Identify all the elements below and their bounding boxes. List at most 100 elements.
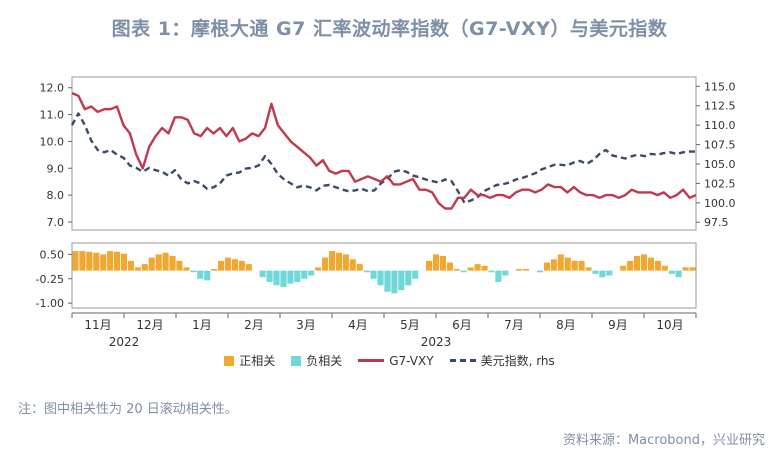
positive-corr-bar: [100, 254, 107, 271]
legend-label-dxy: 美元指数, rhs: [480, 354, 555, 368]
positive-corr-bar: [176, 260, 183, 271]
legend-item-pos: 正相关: [224, 352, 275, 369]
negative-corr-bar: [197, 270, 204, 279]
left-tick-label: 12.0: [40, 82, 65, 95]
top-panel-frame: [71, 76, 697, 231]
vxy-series-line: [71, 91, 697, 210]
positive-corr-bar: [426, 260, 433, 271]
x-month-label: 8月: [556, 318, 576, 332]
x-year-label: 2022: [109, 335, 140, 349]
positive-corr-bar: [238, 260, 245, 271]
positive-corr-bar: [245, 264, 252, 271]
positive-corr-bar: [211, 269, 218, 271]
bottom-plot-border: [71, 242, 697, 309]
negative-corr-bar: [412, 270, 419, 279]
positive-corr-bar: [550, 259, 557, 271]
positive-corr-bar: [682, 267, 689, 271]
x-month-label: 2月: [244, 318, 264, 332]
negative-corr-bar: [370, 270, 377, 279]
legend-item-neg: 负相关: [291, 352, 342, 369]
positive-corr-bar: [571, 260, 578, 271]
positive-corr-bar: [620, 265, 627, 271]
right-tick-label: 112.5: [704, 100, 736, 113]
x-year-label: 2023: [421, 335, 452, 349]
negative-corr-bar: [675, 270, 682, 278]
solid-line-icon: [358, 359, 385, 362]
positive-corr-bar: [93, 252, 100, 271]
top-plot-border: [71, 76, 697, 231]
x-month-label: 7月: [504, 318, 524, 332]
dxy-series-line: [70, 112, 696, 205]
positive-corr-bar: [557, 254, 564, 271]
negative-corr-bar: [668, 270, 675, 274]
correlation-bars: [72, 251, 696, 294]
positive-corr-bar: [224, 257, 232, 271]
left-tick-label: 7.0: [47, 216, 65, 229]
positive-corr-bar: [564, 257, 571, 271]
right-tick-label: 107.5: [704, 139, 736, 152]
left-tick-label: 9.0: [47, 162, 65, 175]
x-month-label: 9月: [608, 318, 628, 332]
negative-corr-bar: [273, 270, 280, 286]
x-month-label: 11月: [84, 318, 111, 332]
positive-corr-bar: [439, 256, 446, 271]
negative-corr-bar: [377, 270, 384, 286]
negative-corr-bar: [287, 270, 294, 284]
positive-corr-bar: [162, 252, 169, 271]
positive-corr-bar: [467, 267, 474, 271]
negative-corr-bar: [266, 270, 273, 282]
positive-corr-bar: [107, 251, 114, 271]
negative-corr-bar: [204, 270, 211, 281]
negative-corr-bar: [599, 270, 606, 278]
positive-corr-bar: [640, 254, 648, 271]
positive-corr-bar: [183, 267, 190, 271]
positive-corr-bar: [578, 260, 585, 271]
right-tick-label: 102.5: [704, 177, 736, 190]
positive-corr-bar: [169, 256, 176, 271]
right-tick-label: 115.0: [704, 80, 736, 93]
positive-corr-bar: [342, 254, 349, 271]
positive-corr-bar: [86, 251, 93, 271]
positive-corr-bar: [661, 265, 668, 271]
negative-corr-bar: [606, 270, 613, 276]
corr-tick-label: -1.00: [36, 297, 64, 310]
positive-corr-bar: [141, 264, 148, 271]
corr-tick-label: 0.50: [40, 248, 65, 261]
x-month-label: 12月: [136, 318, 163, 332]
positive-corr-bar: [79, 251, 86, 271]
positive-corr-bar: [634, 256, 641, 271]
left-tick-label: 11.0: [40, 109, 65, 122]
positive-corr-bar: [453, 269, 460, 271]
negative-corr-bar: [536, 270, 544, 273]
positive-corr-bar: [446, 262, 453, 271]
x-month-label: 1月: [192, 318, 212, 332]
positive-corr-bar: [155, 254, 162, 271]
legend-item-dxy: 美元指数, rhs: [449, 352, 555, 369]
negative-corr-bar: [308, 270, 315, 276]
right-tick-label: 105.0: [704, 158, 736, 171]
positive-corr-bar: [120, 253, 128, 271]
x-month-label: 5月: [400, 318, 420, 332]
positive-corr-bar: [356, 264, 363, 271]
positive-corr-bar: [335, 252, 342, 271]
positive-corr-bar: [432, 254, 440, 271]
positive-corr-bar: [114, 251, 121, 271]
bottom-panel-frame: [71, 242, 697, 309]
legend-label-neg: 负相关: [306, 354, 343, 368]
positive-corr-bar: [516, 269, 523, 271]
legend-label-vxy: G7-VXY: [389, 353, 434, 368]
x-month-label: 6月: [452, 318, 472, 332]
axis-labels: 12.0 11.0 10.0 9.0 8.0 7.0 115.0 112.5 110.0 107.…: [36, 80, 736, 349]
positive-corr-bar: [328, 251, 336, 271]
neg-swatch-icon: [291, 355, 302, 366]
positive-corr-bar: [654, 260, 661, 271]
negative-corr-bar: [294, 270, 301, 282]
positive-corr-bar: [647, 257, 654, 271]
positive-corr-bar: [543, 262, 550, 271]
positive-corr-bar: [689, 267, 696, 271]
right-tick-label: 100.0: [704, 197, 736, 210]
positive-corr-bar: [134, 267, 141, 271]
positive-corr-bar: [627, 260, 634, 271]
negative-corr-bar: [405, 270, 412, 286]
chart-title: 图表 1：摩根大通 G7 汇率波动率指数（G7-VXY）与美元指数: [111, 18, 668, 40]
